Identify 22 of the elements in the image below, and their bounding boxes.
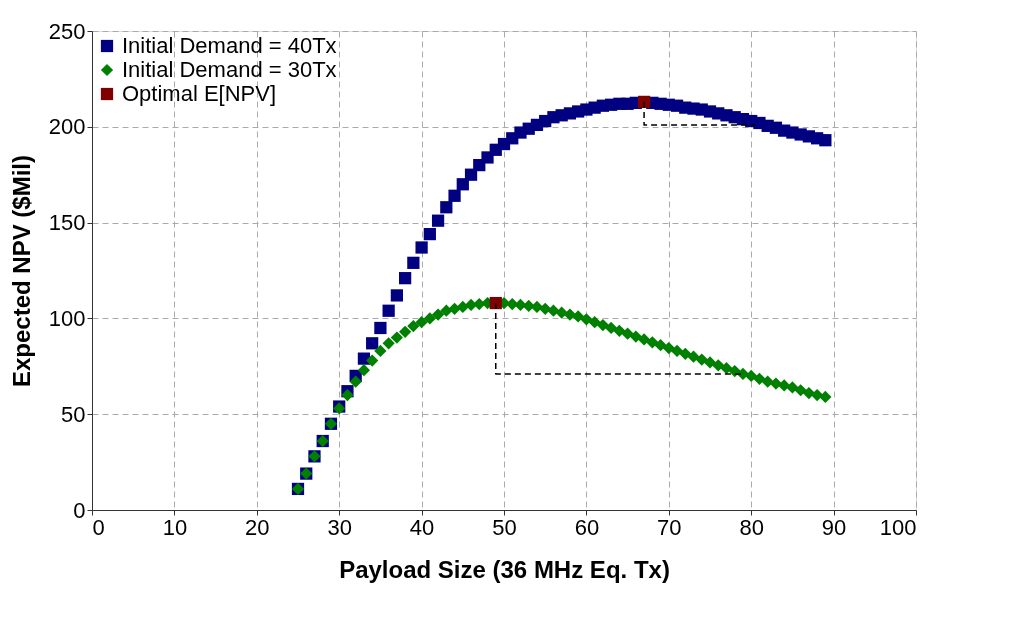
x-tick-label: 50 — [492, 514, 517, 540]
x-tick-label: 60 — [574, 514, 600, 540]
y-tick-label: 100 — [48, 305, 86, 331]
x-tick-label: 80 — [739, 514, 764, 540]
y-tick-label: 200 — [48, 114, 86, 140]
x-tick-label: 90 — [821, 514, 847, 540]
x-tick-label: 100 — [879, 514, 917, 540]
y-tick-label: 0 — [73, 497, 86, 523]
y-axis-title: Expected NPV ($Mil) — [7, 154, 35, 388]
x-tick-label: 30 — [327, 514, 352, 540]
x-axis-title: Payload Size (36 MHz Eq. Tx) — [339, 555, 670, 583]
x-tick-label: 0 — [92, 514, 105, 540]
x-tick-label: 10 — [162, 514, 188, 540]
y-tick-label: 150 — [48, 210, 86, 236]
y-tick-label: 250 — [48, 18, 86, 44]
y-tick-label: 50 — [61, 401, 86, 427]
x-tick-label: 70 — [657, 514, 682, 540]
legend-label: Initial Demand = 30Tx — [122, 57, 337, 82]
legend-label: Initial Demand = 40Tx — [122, 33, 337, 58]
x-tick-label: 20 — [245, 514, 270, 540]
legend-label: Optimal E[NPV] — [122, 81, 277, 106]
x-tick-label: 40 — [409, 514, 435, 540]
